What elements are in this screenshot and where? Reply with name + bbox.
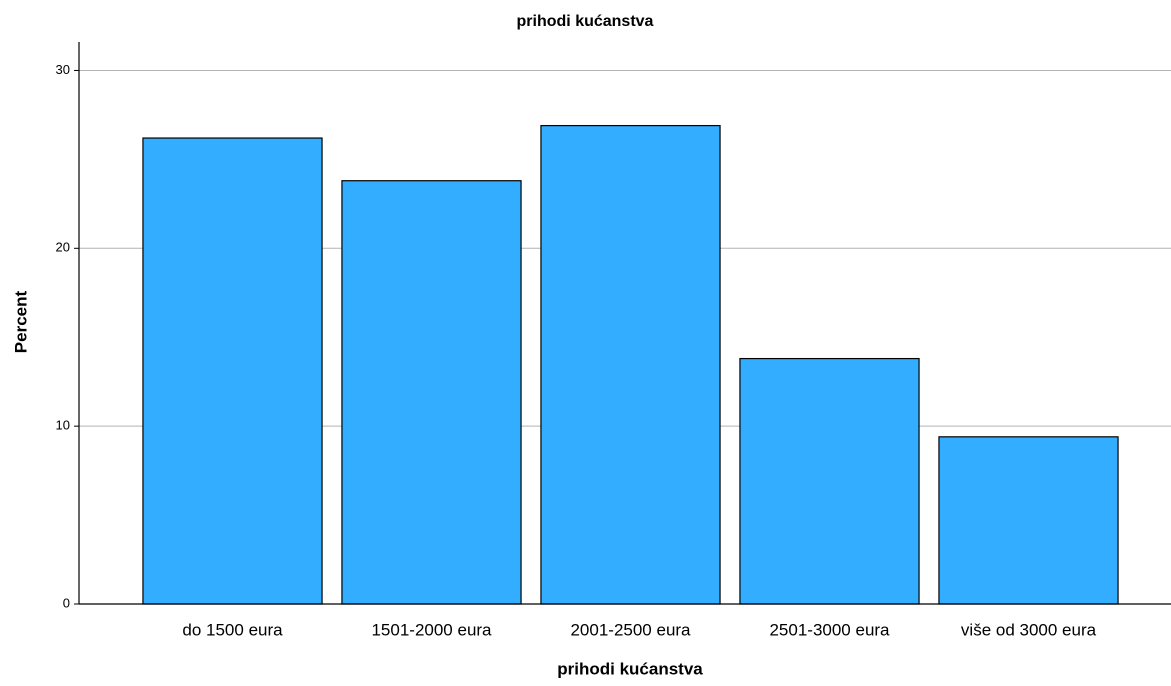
y-axis-label: Percent [11, 290, 30, 353]
bar [739, 357, 920, 605]
chart-title: prihodi kućanstva [517, 13, 654, 30]
bar [341, 180, 522, 605]
x-tick-label: više od 3000 eura [961, 620, 1097, 639]
x-tick-label: 1501-2000 eura [371, 620, 492, 639]
x-tick-label: do 1500 eura [182, 620, 283, 639]
x-tick-label: 2001-2500 eura [570, 620, 691, 639]
x-tick-label: 2501-3000 eura [769, 620, 890, 639]
bar [142, 137, 323, 605]
bar [540, 124, 721, 605]
y-tick-label: 10 [56, 418, 70, 433]
y-tick-label: 30 [56, 62, 70, 77]
x-axis-label: prihodi kućanstva [557, 659, 703, 678]
y-tick-label: 0 [63, 595, 70, 610]
y-tick-label: 20 [56, 240, 70, 255]
bar [938, 436, 1119, 605]
